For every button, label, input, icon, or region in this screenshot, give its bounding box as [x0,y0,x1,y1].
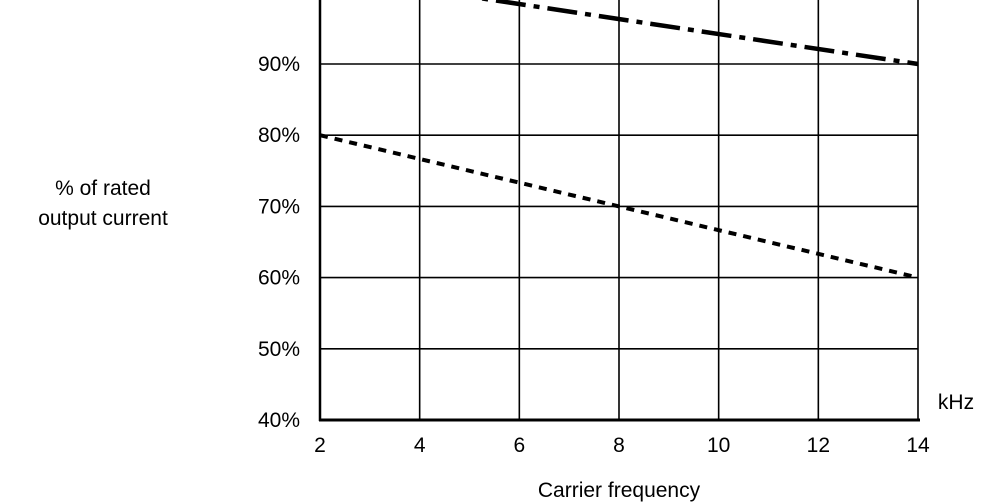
y-tick-label-3: 70% [258,195,300,218]
x-tick-label-4: 10 [707,434,730,457]
y-tick-label-2: 60% [258,267,300,290]
series-line-1 [319,133,919,280]
y-tick-label-4: 80% [258,124,300,147]
x-axis-label: Carrier frequency [538,479,701,502]
y-tick-label-5: 90% [258,53,300,76]
axes [318,0,920,422]
y-axis-label-line-1: % of rated [55,177,151,200]
x-axis-unit-label: kHz [938,391,974,414]
x-tick-label-2: 6 [513,434,525,457]
y-tick-label-0: 40% [258,409,300,432]
series-line-0 [477,0,919,67]
x-tick-label-1: 4 [414,434,426,457]
y-tick-label-1: 50% [258,338,300,361]
x-tick-label-5: 12 [807,434,830,457]
x-tick-label-6: 14 [906,434,930,457]
y-axis-label-line-2: output current [38,207,168,230]
y-tick-labels: 40% 50% 60% 70% 80% 90% [258,53,300,432]
grid-lines [319,0,919,420]
x-tick-label-0: 2 [314,434,326,457]
x-tick-labels: 2 4 6 8 10 12 14 [314,434,930,457]
series-group [319,0,919,280]
x-tick-label-3: 8 [613,434,625,457]
